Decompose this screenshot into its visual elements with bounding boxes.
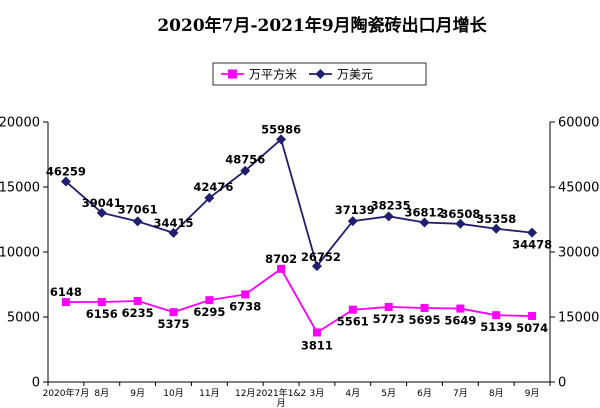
data-point (419, 217, 430, 228)
data-label: 34415 (153, 216, 193, 230)
data-label: 6235 (122, 306, 154, 320)
data-label: 5695 (408, 313, 440, 327)
series-markers (60, 134, 538, 337)
data-point (133, 296, 142, 305)
x-tick-label: 4月 (345, 388, 360, 399)
series-lines (65, 137, 533, 334)
data-label: 37139 (335, 203, 375, 217)
x-tick-label: 10月 (163, 388, 183, 399)
legend-label-area: 万平方米 (249, 67, 297, 82)
legend-label-usd: 万美元 (337, 68, 373, 82)
legend-marker-area (228, 69, 237, 79)
data-label: 38235 (371, 198, 411, 212)
y-left-tick-label: 0 (32, 376, 40, 391)
data-label: 5139 (480, 320, 512, 334)
series-line (65, 267, 533, 334)
data-label: 34478 (512, 238, 552, 252)
y-right-tick-label: 30000 (558, 246, 599, 261)
data-point (277, 264, 286, 273)
data-point (528, 312, 537, 321)
data-point (168, 227, 179, 238)
x-tick-label: 8月 (489, 388, 504, 399)
data-point (384, 302, 393, 311)
data-point (456, 304, 465, 313)
data-label: 6738 (229, 299, 261, 313)
data-point (96, 207, 107, 218)
x-tick-label: 7月 (453, 388, 468, 399)
data-point (420, 303, 429, 312)
legend: 万平方米 万美元 (212, 62, 427, 86)
data-point (240, 165, 251, 176)
data-point (241, 290, 250, 299)
x-tick-label: 8月 (94, 388, 109, 399)
data-label: 46259 (46, 165, 86, 179)
data-point (527, 227, 538, 238)
x-tick-label-line: 2021年1&2 (256, 387, 306, 399)
data-label: 3811 (301, 338, 333, 352)
y-right-tick-label: 60000 (558, 116, 599, 131)
data-point (383, 211, 394, 222)
y-right-tick-label: 45000 (558, 181, 599, 196)
chart-title: 2020年7月-2021年9月陶瓷砖出口月增长 (157, 15, 487, 36)
data-label: 5773 (373, 312, 405, 326)
data-point (311, 261, 322, 272)
data-point (276, 134, 287, 145)
x-tick-label: 6月 (417, 388, 432, 399)
x-tick-label: 12月 (235, 388, 255, 399)
data-label: 6156 (86, 307, 118, 321)
data-label: 5561 (337, 315, 369, 329)
series-line (65, 137, 533, 269)
x-tick-label: 9月 (525, 388, 540, 399)
data-point (491, 223, 502, 234)
data-label: 42476 (193, 180, 233, 194)
y-left-tick-label: 20000 (0, 116, 40, 131)
y-right-tick-label: 15000 (558, 311, 599, 326)
x-tick-label: 9月 (130, 388, 145, 399)
data-point (348, 305, 357, 314)
data-point (204, 192, 215, 203)
data-label: 8702 (265, 252, 297, 266)
data-label: 39041 (82, 196, 122, 210)
data-label: 5649 (444, 314, 476, 328)
data-label: 6295 (193, 305, 225, 319)
data-point (132, 216, 143, 227)
y-left-tick-label: 5000 (7, 311, 40, 326)
x-tick-label: 5月 (381, 388, 396, 399)
y-right-tick-label: 0 (558, 376, 566, 391)
legend-marker-usd (315, 69, 326, 79)
data-label: 5375 (157, 317, 189, 331)
data-label: 5074 (516, 321, 548, 335)
data-label: 48756 (225, 153, 265, 167)
x-tick-label-line: 月 (277, 398, 286, 408)
data-point (455, 218, 466, 229)
data-point (60, 176, 71, 187)
data-label: 26752 (301, 250, 341, 264)
data-point (205, 296, 214, 305)
x-tick-label: 2021年1&2 月 (256, 387, 306, 408)
data-label: 37061 (118, 202, 158, 216)
data-label: 55986 (261, 122, 301, 136)
y-left-tick-label: 10000 (0, 246, 40, 261)
data-label: 6148 (50, 285, 82, 299)
axes: 0 5000 10000 15000 20000 0 15000 30000 45000 6000… (0, 116, 599, 408)
data-point (492, 311, 501, 320)
data-label: 36812 (404, 205, 444, 219)
x-tick-label: 11月 (199, 388, 219, 399)
y-left-tick-label: 15000 (0, 181, 40, 196)
data-point (312, 328, 321, 337)
x-tick-label: 3月 (310, 388, 325, 399)
data-point (169, 308, 178, 317)
data-point (61, 298, 70, 307)
data-label: 36508 (440, 207, 480, 221)
data-point (97, 297, 106, 306)
x-tick-label: 2020年7月 (43, 387, 90, 399)
data-label: 35358 (476, 212, 516, 226)
data-point (347, 216, 358, 227)
